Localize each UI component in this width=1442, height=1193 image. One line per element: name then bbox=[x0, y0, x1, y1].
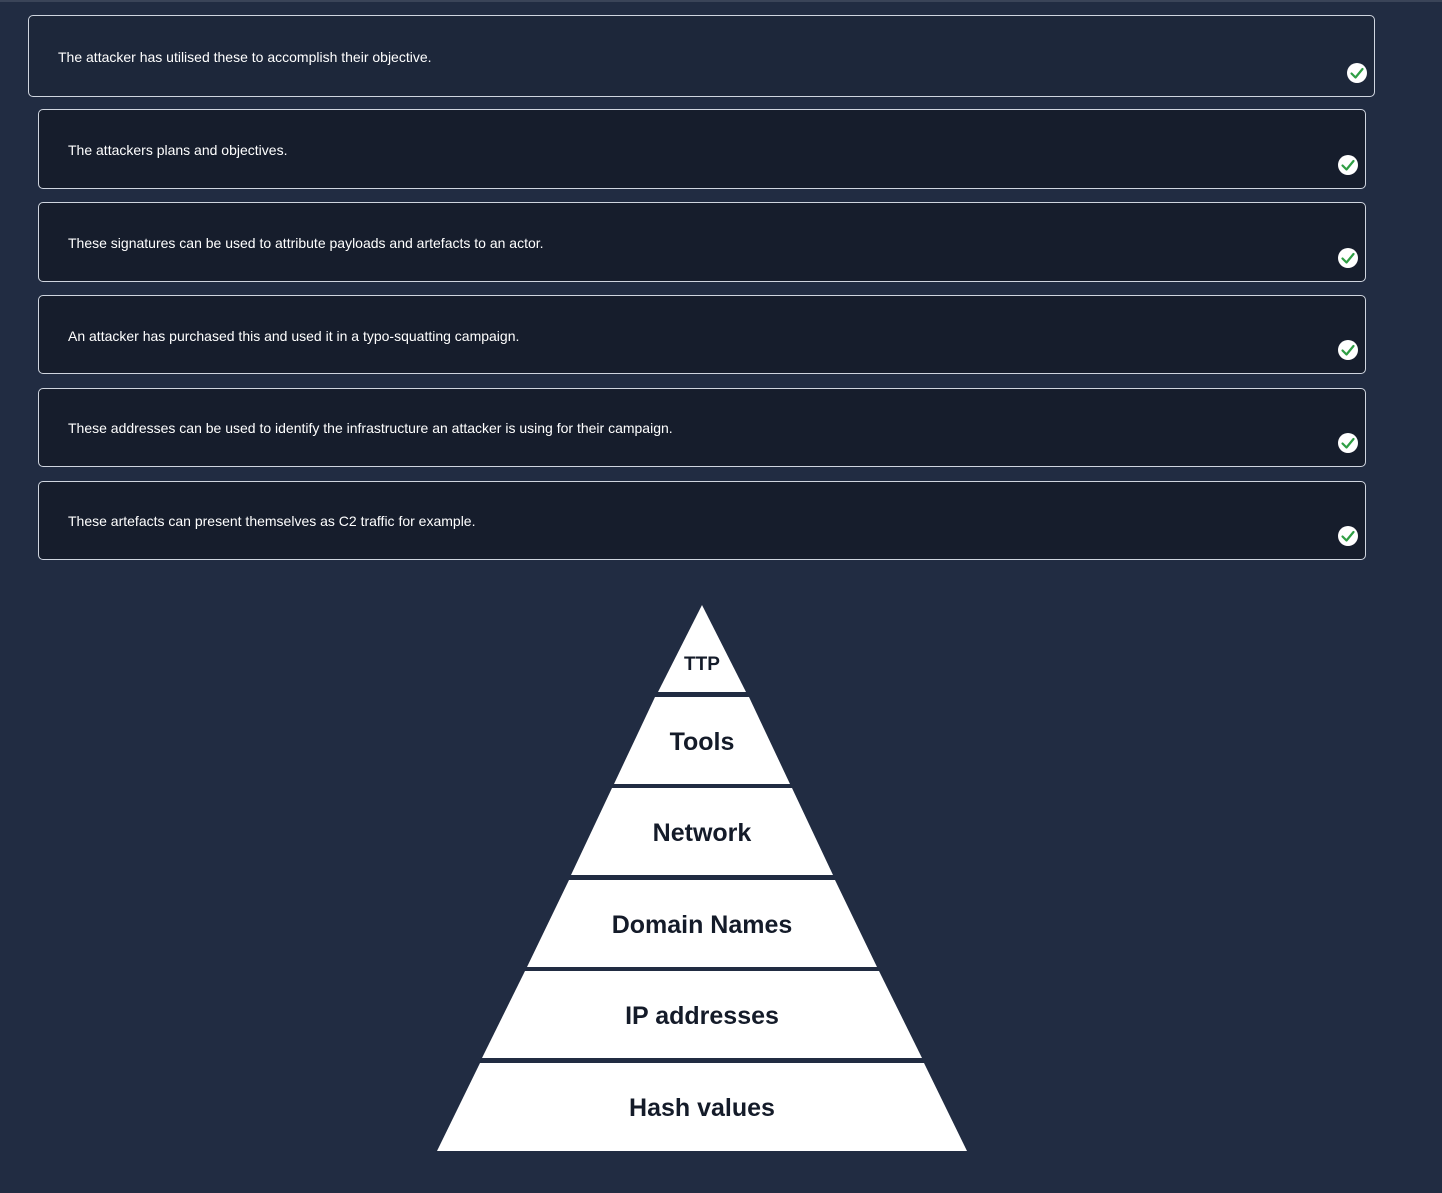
pyramid-level-tools[interactable]: Tools bbox=[614, 697, 790, 784]
match-item[interactable]: These artefacts can present themselves a… bbox=[38, 481, 1366, 560]
pyramid-level-domain-names[interactable]: Domain Names bbox=[527, 880, 877, 967]
match-item-text: An attacker has purchased this and used … bbox=[68, 328, 520, 344]
match-item-text: These addresses can be used to identify … bbox=[68, 420, 673, 436]
pyramid-level-hash-values[interactable]: Hash values bbox=[437, 1063, 967, 1151]
pyramid-level-ip-addresses[interactable]: IP addresses bbox=[482, 971, 922, 1058]
check-circle-icon bbox=[1338, 340, 1358, 360]
match-item[interactable]: These addresses can be used to identify … bbox=[38, 388, 1366, 467]
pyramid-label-tools: Tools bbox=[670, 728, 735, 756]
pyramid-level-ttp[interactable]: TTP bbox=[658, 605, 746, 692]
check-circle-icon bbox=[1338, 526, 1358, 546]
check-circle-icon bbox=[1338, 248, 1358, 268]
match-item[interactable]: The attackers plans and objectives. bbox=[38, 109, 1366, 189]
pyramid-label-hash-values: Hash values bbox=[629, 1094, 775, 1122]
match-item[interactable]: The attacker has utilised these to accom… bbox=[28, 15, 1375, 97]
check-circle-icon bbox=[1347, 63, 1367, 83]
pyramid-label-ip-addresses: IP addresses bbox=[625, 1002, 779, 1030]
match-item-text: These signatures can be used to attribut… bbox=[68, 235, 544, 251]
check-circle-icon bbox=[1338, 433, 1358, 453]
pyramid-label-ttp: TTP bbox=[684, 654, 720, 675]
check-circle-icon bbox=[1338, 155, 1358, 175]
match-item-text: The attacker has utilised these to accom… bbox=[58, 49, 432, 65]
pyramid-level-network[interactable]: Network bbox=[571, 788, 833, 875]
match-item-text: The attackers plans and objectives. bbox=[68, 142, 288, 158]
pyramid-label-domain-names: Domain Names bbox=[612, 911, 793, 939]
match-item[interactable]: These signatures can be used to attribut… bbox=[38, 202, 1366, 282]
window-top-edge bbox=[0, 0, 1442, 2]
pyramid-label-network: Network bbox=[653, 819, 752, 847]
match-item-text: These artefacts can present themselves a… bbox=[68, 513, 476, 529]
match-item[interactable]: An attacker has purchased this and used … bbox=[38, 295, 1366, 374]
